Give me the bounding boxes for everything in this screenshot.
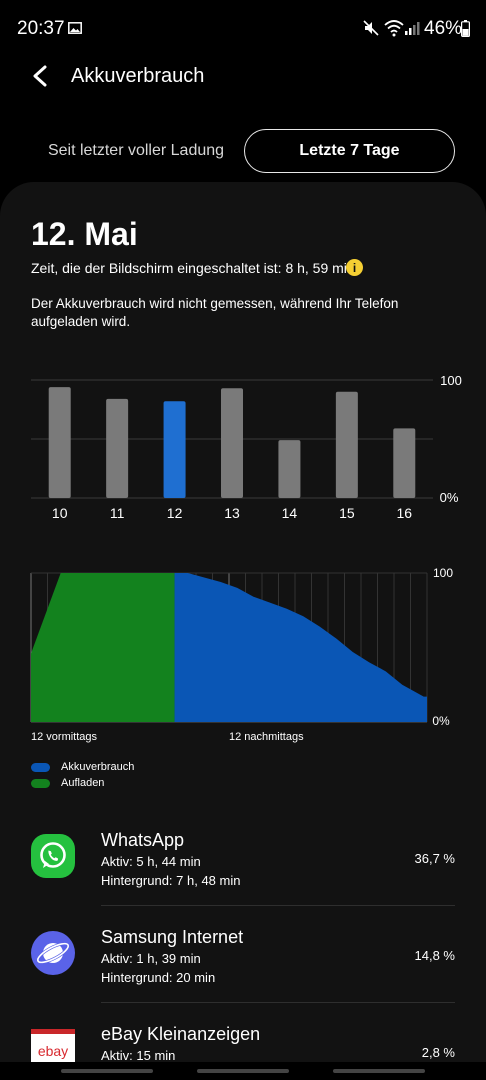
app-active-time: Aktiv: 5 h, 44 min [101, 854, 201, 869]
signal-icon [405, 22, 420, 35]
bar-chart-x-label: 14 [282, 505, 298, 521]
app-usage-percent: 36,7 % [414, 851, 455, 866]
legend-label-charging: Aufladen [61, 777, 105, 789]
bar-day-11 [106, 398, 129, 498]
bar-chart-x-label: 15 [339, 505, 355, 521]
area-chart-x-label: 12 vormittags [31, 731, 98, 743]
daily-area-chart: 12 vormittags 12 nachmittags 100 0% [30, 566, 453, 743]
bar-day-10 [48, 387, 71, 498]
app-usage-percent: 14,8 % [414, 948, 455, 963]
charging-note: Der Akkuverbrauch wird nicht gemessen, w… [31, 296, 399, 329]
app-name: WhatsApp [101, 830, 185, 850]
mute-icon [363, 20, 379, 36]
app-background-time: Hintergrund: 7 h, 48 min [101, 873, 241, 888]
whatsapp-icon [31, 834, 75, 878]
area-series-akkuverbrauch [174, 573, 427, 722]
app-name: Samsung Internet [101, 927, 244, 947]
bar-chart-x-label: 16 [396, 505, 412, 521]
bar-chart-x-label: 11 [110, 505, 125, 521]
nav-recent-apps[interactable] [61, 1069, 153, 1073]
back-arrow-icon[interactable] [30, 64, 52, 88]
app-row-samsung-internet[interactable]: Samsung Internet Aktiv: 1 h, 39 min Hint… [0, 906, 486, 1003]
area-chart-y-tick-min: 0% [432, 714, 450, 728]
tab-last-7-days[interactable]: Letzte 7 Tage [244, 129, 455, 173]
app-name: eBay Kleinanzeigen [101, 1024, 261, 1044]
bar-day-13 [221, 388, 243, 498]
app-row-whatsapp[interactable]: WhatsApp Aktiv: 5 h, 44 min Hintergrund:… [0, 808, 486, 905]
bar-day-14 [278, 440, 301, 498]
battery-icon [461, 20, 470, 37]
area-chart-x-label: 12 nachmittags [229, 731, 304, 743]
legend-label-usage: Akkuverbrauch [61, 761, 135, 773]
app-active-time: Aktiv: 1 h, 39 min [101, 951, 201, 966]
area-series-aufladen [31, 573, 175, 722]
battery-percent: 46% [424, 18, 463, 39]
info-icon[interactable]: i [346, 259, 363, 276]
legend-swatch-usage [31, 762, 50, 772]
bar-day-15 [335, 391, 358, 498]
status-bar: 20:37 46% [0, 0, 486, 58]
list-divider [101, 1002, 455, 1003]
bar-chart-x-label: 12 [167, 505, 183, 521]
app-usage-percent: 2,8 % [421, 1045, 455, 1060]
area-chart-y-tick-max: 100 [433, 566, 453, 580]
screen-time-text: Zeit, die der Bildschirm eingeschaltet i… [31, 260, 355, 276]
nav-back[interactable] [333, 1069, 425, 1073]
ebay-icon-label: ebay [38, 1043, 68, 1059]
tab-since-last-full-charge[interactable]: Seit letzter voller Ladung [47, 142, 225, 159]
wifi-icon [384, 20, 404, 37]
status-time: 20:37 [17, 18, 65, 39]
list-divider [101, 905, 455, 906]
legend-item-usage: Akkuverbrauch [31, 759, 134, 775]
app-background-time: Hintergrund: 20 min [101, 970, 216, 985]
page-title: Akkuverbrauch [71, 65, 205, 87]
bar-chart-y-tick-min: 0% [440, 490, 459, 505]
bar-chart-x-label: 13 [224, 505, 240, 521]
chart-legend: Akkuverbrauch Aufladen [31, 759, 134, 791]
system-nav-bar [0, 1062, 486, 1080]
image-icon [68, 22, 82, 34]
bar-chart-y-tick-max: 100 [440, 373, 462, 388]
nav-home[interactable] [197, 1069, 289, 1073]
bar-day-16 [393, 428, 416, 498]
legend-item-charging: Aufladen [31, 775, 134, 791]
selected-date: 12. Mai [31, 216, 138, 252]
weekly-bar-chart: 10 11 12 13 14 15 16 100 0% [31, 373, 462, 521]
samsung-internet-icon [31, 931, 75, 975]
app-active-time: Aktiv: 15 min [101, 1048, 176, 1063]
app-header: Akkuverbrauch [0, 58, 486, 98]
bar-day-12 [163, 401, 186, 498]
bar-chart-x-label: 10 [52, 505, 68, 521]
legend-swatch-charging [31, 778, 50, 788]
